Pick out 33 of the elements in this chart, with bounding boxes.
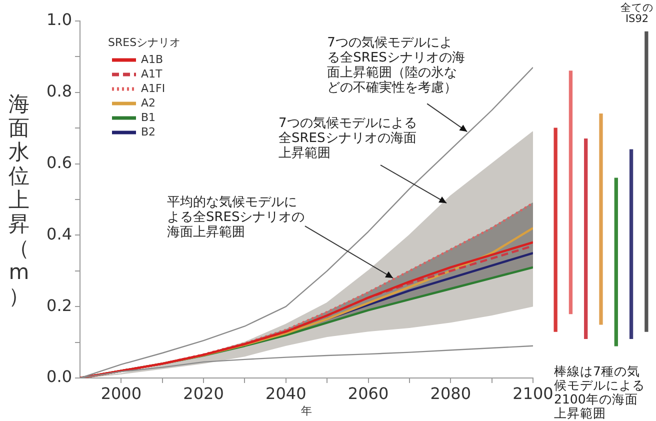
bar: [629, 149, 634, 340]
y-tick-label: 1.0: [46, 10, 72, 30]
y-tick-label: 0.6: [46, 152, 72, 172]
annotation: 全ての IS92: [620, 2, 654, 25]
x-tick-label: 2020: [183, 384, 224, 403]
x-tick-label: 2100: [512, 384, 554, 403]
y-tick-label: 0.2: [46, 296, 72, 315]
y-tick-label: 0.4: [46, 224, 72, 244]
legend-title: SRESシナリオ: [108, 36, 181, 49]
bar: [584, 138, 588, 340]
y-tick-label: 0.8: [46, 82, 72, 101]
annotation: 平均的な気候モデルによる全SRESシナリオの海面上昇範囲: [166, 194, 305, 240]
text: 海面水位上昇（m）: [8, 92, 30, 308]
bar: [554, 128, 558, 332]
y-tick-label: 0.0: [46, 367, 72, 386]
legend-label: A1T: [141, 67, 163, 80]
x-axis-title: 年: [301, 404, 312, 418]
bar: [568, 70, 573, 314]
legend-label: B2: [141, 125, 156, 138]
x-tick-label: 2080: [430, 384, 471, 403]
annotation: 棒線は7種の気候モデルによる2100年の海面上昇範囲: [554, 364, 645, 420]
x-tick-label: 2000: [100, 384, 142, 403]
annotation: 7つの気候モデルによる全SRESシナリオの海面上昇範囲（陸の氷などの不確実性を考慮）: [327, 36, 465, 96]
legend-label: B1: [141, 110, 156, 124]
legend-label: A1B: [141, 52, 164, 66]
bar: [599, 113, 603, 325]
annotation: 7つの気候モデルによる全SRESシナリオの海面上昇範囲: [278, 116, 417, 161]
bar: [644, 31, 648, 332]
x-tick-label: 2040: [266, 384, 306, 403]
legend-label: A1FI: [141, 82, 166, 95]
legend-label: A2: [141, 96, 156, 110]
bar: [614, 178, 618, 346]
x-tick-label: 2060: [348, 384, 389, 403]
